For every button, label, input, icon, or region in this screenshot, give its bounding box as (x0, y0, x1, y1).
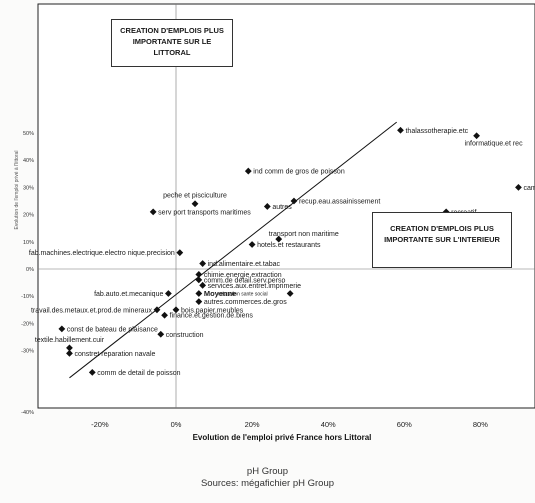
data-point (244, 167, 252, 175)
y-tick-label: 10% (23, 240, 34, 246)
data-point (199, 260, 207, 267)
footer-source: Sources: mégafichier pH Group (200, 478, 335, 489)
data-point (191, 200, 199, 208)
x-tick-label: 0% (171, 420, 182, 429)
y-tick-label: 50% (23, 131, 34, 137)
point-label: comm.de detail.serv.perso (204, 277, 286, 284)
y-tick-label: 30% (23, 185, 34, 191)
point-label: recup.eau.assainissement (299, 199, 380, 206)
point-label: autres (272, 204, 292, 211)
data-point (153, 306, 161, 314)
data-point (195, 276, 203, 284)
point-label: fab.machines.electrique.electro nique.pr… (29, 250, 175, 257)
point-label: bois.papier.meubles (181, 307, 244, 314)
data-point (199, 281, 207, 289)
point-label: ind comm de gros de poisson (253, 169, 345, 176)
data-point (66, 349, 73, 357)
y-tick-label: 20% (23, 213, 34, 219)
footer-group: pH Group (246, 466, 289, 477)
point-label: thalassotherapie.etc (405, 128, 468, 135)
point-label: textile.habillement.cuir (35, 337, 105, 344)
x-tick-label: 80% (473, 420, 488, 429)
data-point (176, 249, 184, 257)
data-point (248, 241, 256, 248)
point-label: informatique.et rec (465, 141, 523, 148)
plot-frame (37, 3, 535, 409)
point-label: serv port transports maritimes (158, 209, 251, 216)
point-label: fab.auto.et.mecanique (94, 291, 163, 298)
data-point (149, 208, 157, 216)
point-label: constret reparation navale (74, 351, 155, 358)
data-point (88, 368, 96, 376)
x-tick-label: 60% (397, 420, 412, 429)
point-label: Moyenne (204, 289, 237, 298)
y-tick-label: 0% (26, 267, 34, 273)
point-label: construction (166, 332, 204, 339)
point-label: services.aux.entret.imprimerie (208, 283, 301, 290)
y-tick-label: -20% (21, 321, 34, 327)
data-point (195, 290, 203, 297)
data-point (58, 325, 66, 333)
x-tick-label: -20% (91, 420, 109, 429)
point-label: chimie.energie.extraction (204, 272, 282, 279)
point-label: transport non maritime (269, 231, 339, 238)
point-label: autres.commerces.de.gros (204, 299, 287, 306)
point-label: comm de detail de poisson (97, 370, 180, 377)
data-point (157, 330, 165, 338)
point-label: education sante social (218, 291, 267, 297)
data-point (275, 235, 283, 243)
point-label: peche et pisciculture (163, 193, 227, 200)
y-tick-label: 40% (23, 158, 34, 164)
data-point (515, 184, 522, 191)
point-label: const de bateau de plaisance (67, 326, 158, 333)
point-label: ind.alimentaire.et.tabac (208, 261, 281, 268)
data-point (66, 344, 73, 352)
data-point (161, 311, 168, 319)
y-tick-label: -30% (21, 349, 34, 355)
x-axis-label: Evolution de l'emploi privé France hors … (193, 433, 372, 442)
box-littoral: CREATION D'EMPLOIS PLUS IMPORTANTE SUR L… (111, 19, 233, 67)
y-tick-label: -40% (21, 410, 34, 416)
data-point (195, 298, 203, 306)
y-axis-label: Evolution de l'emploi privé à l'littoral (14, 151, 20, 230)
box-interieur: CREATION D'EMPLOIS PLUS IMPORTANTE SUR L… (372, 212, 512, 268)
point-label: travail.des.metaux.et.prod.de mineraux (31, 307, 153, 314)
diagonal-line (69, 121, 397, 379)
data-point (263, 203, 271, 210)
data-point (195, 271, 203, 278)
point-label: cam (523, 185, 535, 192)
point-label: hotels.et restaurants (257, 242, 321, 249)
x-tick-label: 20% (245, 420, 260, 429)
y-tick-label: -10% (21, 294, 34, 300)
point-label: finance.et.gestion.de.biens (170, 313, 254, 320)
data-point (290, 197, 298, 205)
x-tick-label: 40% (321, 420, 336, 429)
data-point (473, 132, 480, 140)
data-point (172, 306, 180, 314)
